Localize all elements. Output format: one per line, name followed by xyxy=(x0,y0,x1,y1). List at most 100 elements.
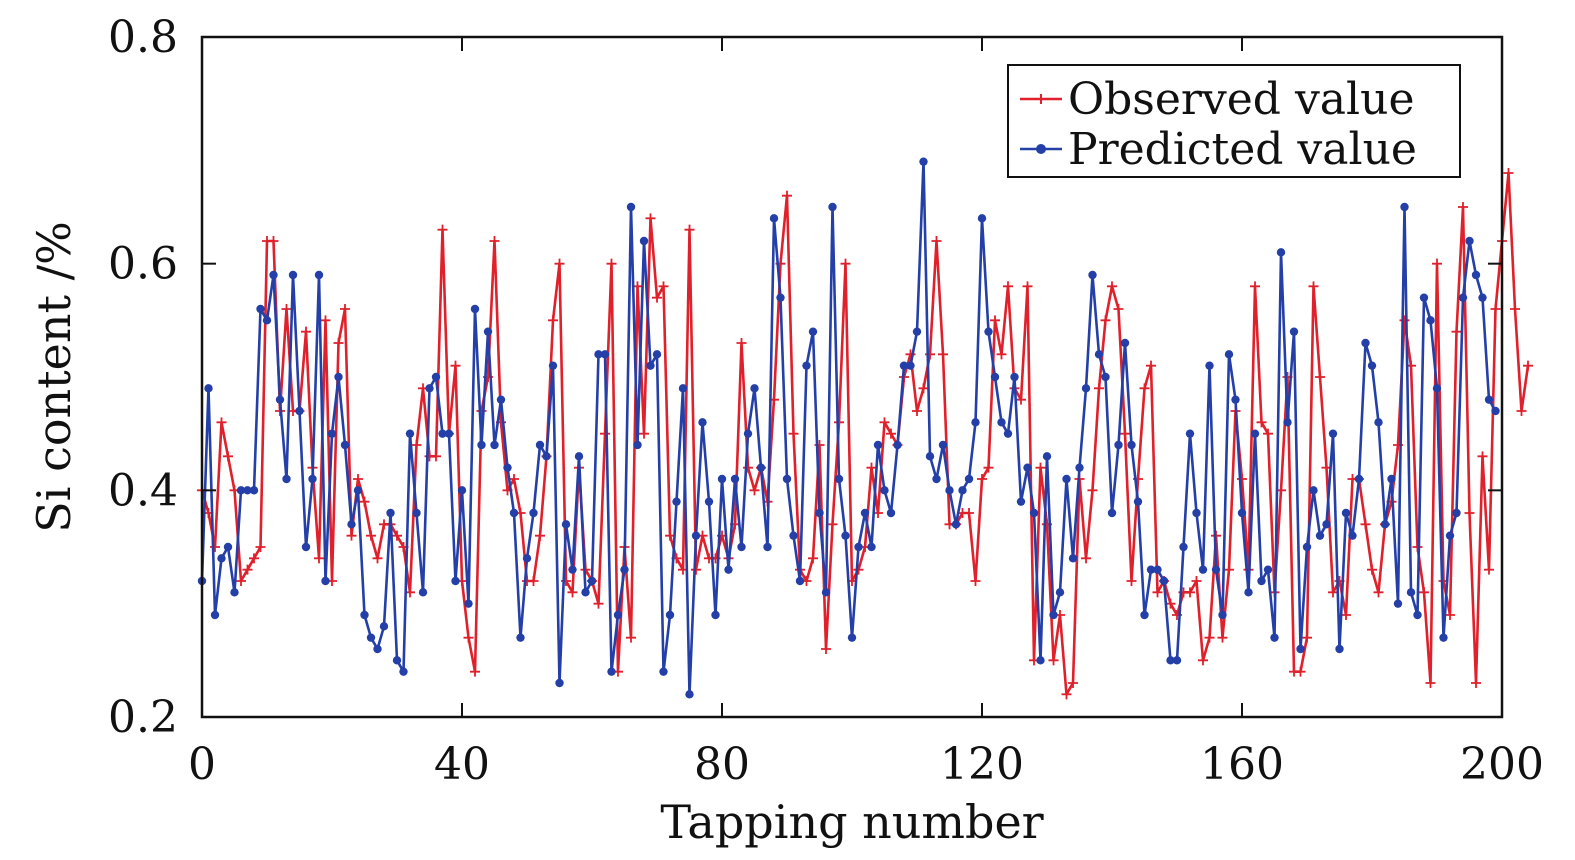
plot-frame xyxy=(200,35,1504,719)
data-point xyxy=(853,564,864,575)
data-point xyxy=(938,440,948,450)
data-point xyxy=(899,361,909,370)
data-point xyxy=(496,395,506,404)
series-layer xyxy=(197,157,1533,700)
data-point xyxy=(476,406,487,416)
data-point xyxy=(1523,360,1533,371)
data-point xyxy=(392,656,402,665)
data-point xyxy=(411,440,422,450)
data-point xyxy=(1185,429,1195,438)
data-point xyxy=(743,462,753,473)
data-point xyxy=(1153,565,1162,574)
data-point xyxy=(1224,350,1234,359)
data-point xyxy=(301,326,311,337)
data-point xyxy=(659,667,668,676)
data-point xyxy=(372,553,383,564)
data-point xyxy=(1087,485,1098,496)
data-point xyxy=(1165,598,1176,609)
legend-label-predicted: Predicted value xyxy=(1068,124,1417,175)
x-tick-label: 80 xyxy=(694,739,750,790)
data-point xyxy=(359,496,370,507)
data-point xyxy=(737,542,746,552)
data-point xyxy=(1471,270,1481,280)
data-point xyxy=(223,451,233,462)
x-tick-label: 200 xyxy=(1460,739,1544,790)
data-point xyxy=(984,327,993,336)
data-point xyxy=(1107,281,1117,292)
data-point xyxy=(1315,531,1325,540)
data-point xyxy=(743,429,753,438)
data-point xyxy=(1491,406,1500,416)
data-point xyxy=(1081,384,1091,393)
data-point xyxy=(1179,542,1188,552)
data-point xyxy=(1048,655,1059,666)
data-point xyxy=(1211,565,1221,574)
data-point xyxy=(815,508,824,518)
data-point xyxy=(438,429,447,438)
tick-layer: 0 40 80 120 160 200 0.2 0.4 0.6 0.8 xyxy=(108,12,1544,790)
data-point xyxy=(1296,644,1305,654)
data-point xyxy=(1399,315,1410,326)
data-point xyxy=(470,304,480,314)
data-point xyxy=(353,474,363,484)
data-point xyxy=(1283,418,1292,427)
data-point xyxy=(288,270,298,280)
data-point xyxy=(795,576,805,586)
data-point xyxy=(1224,564,1234,575)
data-point xyxy=(314,270,324,280)
data-point xyxy=(970,576,981,586)
data-point xyxy=(607,667,616,676)
data-point xyxy=(516,633,525,642)
data-point xyxy=(568,565,577,574)
data-point xyxy=(255,542,266,552)
data-point xyxy=(1094,383,1104,394)
data-point xyxy=(1205,361,1214,370)
data-point xyxy=(1425,678,1436,688)
data-point xyxy=(996,349,1007,360)
data-point xyxy=(1257,576,1266,586)
data-point xyxy=(1335,644,1344,654)
data-point xyxy=(262,316,272,325)
data-point xyxy=(1140,610,1149,620)
legend-box xyxy=(1007,64,1461,178)
data-point xyxy=(1256,417,1267,428)
data-point xyxy=(645,213,656,224)
data-point xyxy=(366,530,376,541)
data-point xyxy=(1114,440,1123,450)
data-point xyxy=(1152,587,1163,598)
data-point xyxy=(1139,383,1150,394)
data-point xyxy=(652,350,662,359)
data-point xyxy=(1348,531,1357,540)
data-point xyxy=(600,350,610,359)
data-point xyxy=(1068,678,1078,688)
data-point xyxy=(1360,519,1371,530)
data-point xyxy=(1101,372,1110,382)
data-point xyxy=(1198,565,1208,574)
data-point xyxy=(574,452,584,461)
data-point xyxy=(431,451,441,462)
data-point xyxy=(1341,610,1351,620)
data-point xyxy=(776,293,785,302)
data-point xyxy=(971,418,980,427)
data-point xyxy=(509,508,519,518)
data-point xyxy=(470,666,480,677)
data-point xyxy=(977,214,987,223)
data-point xyxy=(548,361,558,370)
data-point xyxy=(1484,564,1494,575)
data-point xyxy=(652,292,662,303)
data-point xyxy=(1218,610,1227,620)
data-point xyxy=(483,327,493,336)
data-point xyxy=(346,530,357,541)
data-point xyxy=(1510,304,1520,314)
data-point xyxy=(964,474,974,484)
data-point xyxy=(1100,315,1111,326)
data-point xyxy=(606,258,617,269)
data-point xyxy=(977,474,987,484)
legend-marker-predicted xyxy=(1036,144,1046,154)
data-point xyxy=(918,383,929,394)
data-point xyxy=(451,576,460,586)
data-point xyxy=(594,350,603,359)
data-point xyxy=(1361,338,1370,348)
data-point xyxy=(919,157,928,166)
